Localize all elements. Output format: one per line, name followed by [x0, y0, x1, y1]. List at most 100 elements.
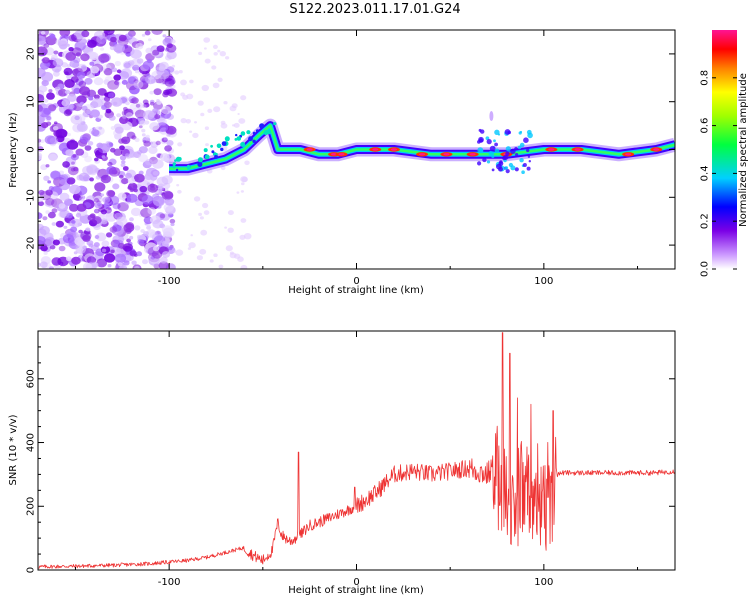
ridge-blob [478, 128, 482, 132]
noise-blob [240, 95, 247, 101]
noise-blob [142, 60, 154, 70]
noise-blob [125, 153, 130, 158]
noise-blob [93, 209, 99, 213]
y-tick-label: 0 [26, 567, 37, 573]
ridge-blob [255, 129, 259, 133]
noise-blob [63, 109, 72, 117]
noise-blob [152, 159, 164, 169]
noise-blob [141, 128, 146, 133]
noise-blob [213, 253, 218, 257]
noise-blob [189, 79, 194, 84]
noise-blob [52, 58, 64, 68]
noise-blob [135, 69, 139, 74]
colorbar-axes: 0.0 0.2 0.4 0.6 0.8 [700, 70, 737, 277]
noise-blob [38, 138, 42, 143]
ridge-blob [252, 139, 256, 143]
noise-blob [101, 104, 108, 110]
noise-blob [196, 255, 203, 261]
noise-blob [100, 193, 105, 197]
noise-blob [61, 99, 70, 107]
noise-blob [155, 140, 161, 146]
x-tick-label: 100 [534, 276, 553, 287]
noise-blob [54, 86, 61, 92]
noise-blob [110, 36, 117, 43]
noise-blob [193, 196, 201, 202]
noise-blob [213, 106, 221, 113]
noise-blob [103, 30, 115, 36]
ridge-blob [172, 162, 176, 166]
noise-blob [38, 154, 42, 161]
spectrogram-marks [38, 30, 675, 269]
noise-blob [164, 78, 175, 87]
noise-blob [43, 251, 48, 255]
noise-blob [93, 242, 100, 248]
ridge-blob [494, 142, 498, 147]
ridge-hotspot-core [331, 153, 338, 156]
noise-blob [46, 116, 52, 121]
ridge-blob [497, 133, 501, 136]
noise-blob [107, 161, 113, 167]
noise-blob [70, 76, 79, 83]
noise-blob [166, 50, 177, 60]
noise-blob [78, 80, 87, 88]
noise-blob [101, 240, 110, 247]
ridge-hotspot-core [625, 153, 632, 156]
noise-blob [114, 133, 122, 140]
noise-blob [116, 113, 121, 118]
ridge-blob [224, 136, 230, 142]
noise-blob [38, 115, 45, 124]
y-tick-label: 400 [26, 433, 37, 452]
noise-blob [59, 179, 67, 185]
noise-blob [148, 38, 152, 42]
noise-blob [134, 137, 140, 143]
noise-blob [244, 160, 250, 166]
noise-blob [104, 76, 113, 83]
noise-blob [79, 134, 91, 144]
noise-blob [93, 77, 104, 86]
noise-blob [86, 165, 99, 176]
ridge-blob [200, 159, 203, 162]
noise-blob [144, 120, 150, 125]
noise-blob [104, 253, 116, 263]
noise-blob [38, 212, 43, 220]
noise-blob [43, 175, 50, 181]
noise-blob [131, 58, 142, 68]
snr-x-axis-title: Height of straight line (km) [288, 585, 424, 596]
noise-blob [80, 101, 84, 105]
ridge-blob [220, 147, 224, 152]
noise-blob [96, 43, 101, 47]
noise-blob [75, 245, 86, 254]
noise-blob [164, 191, 174, 200]
noise-blob [131, 135, 137, 140]
noise-blob [45, 210, 50, 215]
noise-blob [65, 149, 74, 157]
noise-blob [236, 191, 240, 194]
noise-blob [134, 225, 141, 231]
noise-blob [153, 196, 165, 207]
noise-blob [88, 243, 94, 248]
noise-blob [220, 120, 226, 125]
noise-blob [58, 211, 67, 218]
noise-blob [58, 245, 66, 252]
ridge-blob [236, 136, 242, 141]
noise-blob [91, 98, 103, 108]
noise-blob [74, 115, 80, 121]
noise-blob [141, 194, 154, 205]
noise-blob [71, 220, 76, 224]
noise-blob [176, 184, 180, 187]
noise-blob [76, 240, 85, 248]
noise-blob [204, 47, 207, 50]
noise-blob [130, 49, 142, 59]
y-tick-label: 0 [26, 146, 37, 152]
noise-blob [118, 71, 130, 80]
noise-blob [91, 129, 100, 137]
ridge-blob [518, 131, 522, 135]
noise-blob [149, 90, 154, 95]
ridge-blob [266, 129, 272, 135]
noise-blob [121, 178, 129, 185]
ridge-blob [478, 136, 484, 143]
noise-blob [45, 197, 58, 208]
noise-blob [165, 125, 177, 135]
noise-blob [94, 182, 106, 192]
